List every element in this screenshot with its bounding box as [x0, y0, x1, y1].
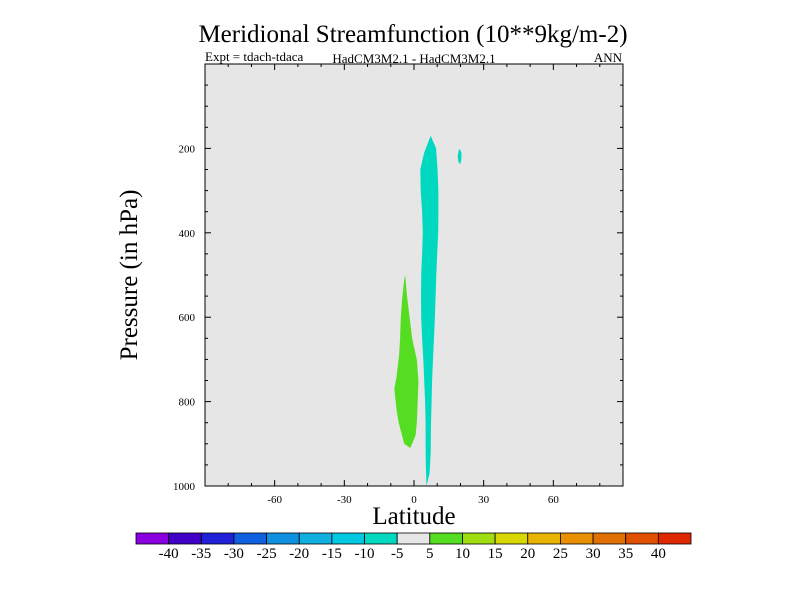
- colorbar-swatch: [494, 532, 529, 545]
- y-axis-label: Pressure (in hPa): [116, 190, 143, 361]
- colorbar-swatch: [592, 532, 627, 545]
- y-tick-label: 1000: [173, 481, 196, 493]
- colorbar-swatch: [331, 532, 365, 545]
- colorbar-swatch: [625, 532, 659, 545]
- colorbar-swatch: [233, 532, 267, 545]
- y-tick-label: 200: [179, 143, 196, 155]
- colorbar-label: -25: [257, 546, 277, 562]
- chart-subtitle-right: ANN: [594, 50, 623, 65]
- colorbar-label: 20: [520, 546, 535, 562]
- colorbar-label: 35: [618, 546, 633, 562]
- colorbar-swatch: [135, 532, 170, 545]
- x-axis-label: Latitude: [372, 503, 455, 530]
- x-tick-label: 30: [478, 494, 490, 506]
- colorbar-label: -35: [191, 546, 211, 562]
- contour-region-negative-cell-5-10: [420, 135, 439, 486]
- y-tick-label: 400: [179, 228, 196, 240]
- colorbar-swatch: [396, 532, 431, 545]
- x-tick-label: -30: [337, 494, 352, 506]
- colorbar-label: 30: [586, 546, 601, 562]
- chart-subtitle-center: HadCM3M2.1 - HadCM3M2.1: [332, 51, 495, 66]
- x-tick-label: -60: [267, 494, 282, 506]
- colorbar-swatch: [200, 532, 235, 545]
- colorbar-label: -40: [159, 546, 179, 562]
- colorbar-swatch: [527, 532, 561, 545]
- colorbar-label: -10: [355, 546, 375, 562]
- contour-region-positive-cell-5-10: [394, 275, 419, 448]
- contour-regions: [394, 135, 462, 486]
- colorbar-swatch: [560, 532, 594, 545]
- y-tick-label: 600: [179, 312, 196, 324]
- chart-subtitle-left: Expt = tdach-tdaca: [205, 49, 304, 64]
- colorbar-label: -20: [289, 546, 309, 562]
- colorbar-label: 10: [455, 546, 470, 562]
- contour-region-negative-cell-small: [457, 148, 462, 165]
- y-tick-label: 800: [179, 397, 196, 409]
- colorbar-swatch: [429, 532, 463, 545]
- colorbar-label: -5: [391, 546, 404, 562]
- x-tick-label: 0: [411, 494, 417, 506]
- axis-ticks: -60 -30 0 30 60 200 400 600 800 1000: [173, 64, 623, 506]
- chart-title: Meridional Streamfunction (10**9kg/m-2): [198, 21, 627, 48]
- colorbar-swatch: [298, 532, 333, 545]
- colorbar-swatch: [168, 532, 202, 545]
- colorbar-label: -15: [322, 546, 342, 562]
- colorbar-swatch: [364, 532, 398, 545]
- colorbar: -40 -35 -30 -25 -20 -15 -10 -5 5 10 15 20 25 30 35 40: [135, 532, 692, 562]
- colorbar-swatch: [462, 532, 496, 545]
- colorbar-label: 5: [426, 546, 434, 562]
- colorbar-label: 40: [651, 546, 666, 562]
- colorbar-swatch: [657, 532, 692, 545]
- colorbar-label: 25: [553, 546, 568, 562]
- colorbar-swatch: [266, 532, 300, 545]
- colorbar-label: 15: [488, 546, 503, 562]
- colorbar-label: -30: [224, 546, 244, 562]
- x-tick-label: 60: [548, 494, 560, 506]
